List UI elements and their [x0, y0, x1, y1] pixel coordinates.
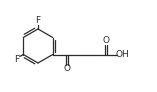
Text: OH: OH [116, 50, 130, 59]
Text: F: F [35, 16, 41, 25]
Text: F: F [14, 54, 19, 63]
Text: O: O [64, 64, 71, 73]
Text: O: O [102, 36, 109, 45]
